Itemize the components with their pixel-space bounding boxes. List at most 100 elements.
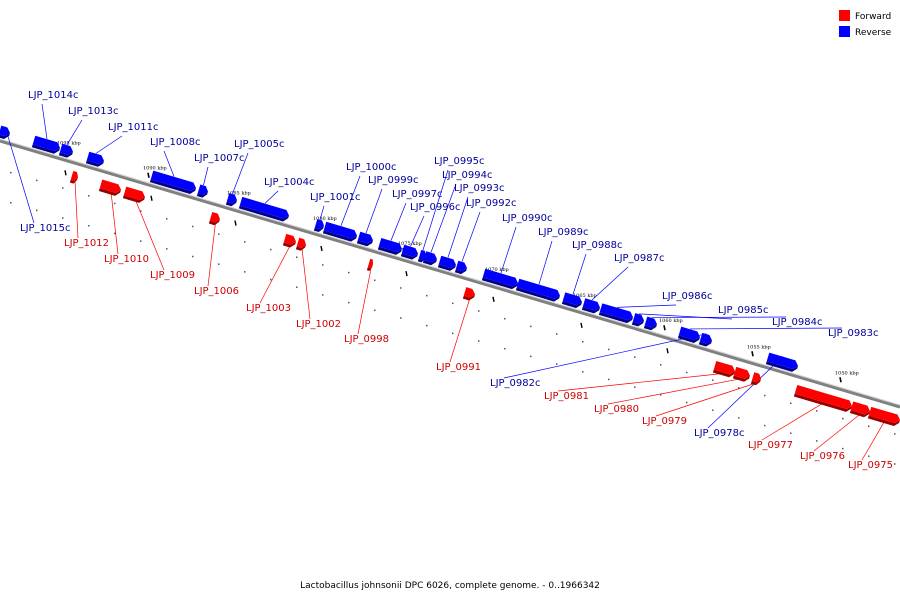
gene-arrow[interactable] <box>226 193 239 204</box>
gene-arrow[interactable] <box>423 251 439 263</box>
gene-arrow[interactable] <box>455 260 469 273</box>
gene-LJP_0995c[interactable] <box>417 249 428 263</box>
gene-label-LJP_0983c[interactable]: LJP_0983c <box>828 328 879 339</box>
gene-LJP_0977[interactable] <box>793 384 854 413</box>
gene-arrow[interactable] <box>482 268 520 288</box>
gene-label-LJP_1005c[interactable]: LJP_1005c <box>234 139 285 150</box>
gene-LJP_0993c[interactable] <box>437 255 458 272</box>
gene-label-LJP_0988c[interactable]: LJP_0988c <box>572 240 623 251</box>
gene-LJP_1002[interactable] <box>295 237 307 252</box>
gene-label-LJP_0979[interactable]: LJP_0979 <box>642 416 687 427</box>
gene-LJP_0988c[interactable] <box>561 292 584 309</box>
gene-LJP_0975[interactable] <box>867 406 900 427</box>
gene-label-LJP_0994c[interactable]: LJP_0994c <box>442 170 493 181</box>
gene-arrow[interactable] <box>766 352 800 370</box>
gene-label-LJP_1015c[interactable]: LJP_1015c <box>20 223 71 234</box>
gene-LJP_0989c[interactable] <box>515 278 561 303</box>
gene-label-LJP_0986c[interactable]: LJP_0986c <box>662 291 713 302</box>
gene-arrow[interactable] <box>59 143 75 156</box>
gene-arrow[interactable] <box>70 170 80 181</box>
gene-label-LJP_0984c[interactable]: LJP_0984c <box>772 317 823 328</box>
gene-label-LJP_1000c[interactable]: LJP_1000c <box>346 162 397 173</box>
gene-LJP_0978c[interactable] <box>765 352 800 373</box>
gene-LJP_1008c[interactable] <box>149 170 198 196</box>
gene-arrow[interactable] <box>868 406 900 424</box>
gene-LJP_1009[interactable] <box>122 186 147 204</box>
gene-label-LJP_1001c[interactable]: LJP_1001c <box>310 192 361 203</box>
gene-arrow[interactable] <box>562 292 584 306</box>
gene-arrow[interactable] <box>599 303 635 321</box>
gene-label-LJP_0999c[interactable]: LJP_0999c <box>368 175 419 186</box>
gene-LJP_1000c[interactable] <box>322 221 359 243</box>
gene-label-LJP_0987c[interactable]: LJP_0987c <box>614 253 665 264</box>
gene-label-LJP_1007c[interactable]: LJP_1007c <box>194 153 245 164</box>
gene-LJP_0992c[interactable] <box>454 260 469 275</box>
gene-label-LJP_0997c[interactable]: LJP_0997c <box>392 189 443 200</box>
gene-arrow[interactable] <box>699 332 714 345</box>
gene-arrow[interactable] <box>99 179 123 195</box>
gene-LJP_0997c[interactable] <box>377 237 404 256</box>
gene-label-LJP_0978c[interactable]: LJP_0978c <box>694 428 745 439</box>
gene-LJP_1005c[interactable] <box>225 193 239 207</box>
gene-LJP_0999c[interactable] <box>356 231 375 248</box>
gene-LJP_0986c[interactable] <box>598 303 635 324</box>
gene-LJP_0998[interactable] <box>366 258 375 272</box>
gene-arrow[interactable] <box>794 384 854 410</box>
gene-LJP_0980[interactable] <box>732 366 752 383</box>
gene-arrow[interactable] <box>323 221 359 240</box>
gene-arrow[interactable] <box>678 326 702 342</box>
gene-arrow[interactable] <box>378 237 404 253</box>
gene-LJP_0987c[interactable] <box>581 298 602 314</box>
gene-arrow[interactable] <box>314 219 326 230</box>
gene-LJP_0979[interactable] <box>750 372 762 386</box>
gene-LJP_0984c[interactable] <box>643 316 659 332</box>
gene-arrow[interactable] <box>209 212 222 223</box>
gene-label-LJP_1013c[interactable]: LJP_1013c <box>68 106 119 117</box>
gene-LJP_1001c[interactable] <box>313 219 326 233</box>
gene-label-LJP_0980[interactable]: LJP_0980 <box>594 404 639 415</box>
gene-arrow[interactable] <box>733 366 752 380</box>
gene-label-LJP_0992c[interactable]: LJP_0992c <box>466 198 517 209</box>
gene-label-LJP_0982c[interactable]: LJP_0982c <box>490 378 541 389</box>
gene-arrow[interactable] <box>86 151 106 165</box>
gene-arrow[interactable] <box>713 361 737 376</box>
gene-arrow[interactable] <box>850 401 872 415</box>
gene-label-LJP_1010[interactable]: LJP_1010 <box>104 254 149 265</box>
gene-arrow[interactable] <box>418 249 428 260</box>
gene-label-LJP_0993c[interactable]: LJP_0993c <box>454 183 505 194</box>
gene-LJP_1012[interactable] <box>69 170 80 184</box>
gene-arrow[interactable] <box>438 255 458 269</box>
gene-label-LJP_1004c[interactable]: LJP_1004c <box>264 177 315 188</box>
gene-LJP_1015c[interactable] <box>0 125 11 140</box>
gene-arrow[interactable] <box>283 233 298 246</box>
gene-label-LJP_0985c[interactable]: LJP_0985c <box>718 305 769 316</box>
gene-arrow[interactable] <box>123 186 147 202</box>
gene-arrow[interactable] <box>32 135 62 152</box>
gene-arrow[interactable] <box>367 258 375 269</box>
gene-arrow[interactable] <box>644 316 659 329</box>
gene-LJP_0996c[interactable] <box>400 244 419 261</box>
gene-label-LJP_0981[interactable]: LJP_0981 <box>544 391 589 402</box>
gene-arrow[interactable] <box>150 170 198 193</box>
gene-label-LJP_1006[interactable]: LJP_1006 <box>194 286 239 297</box>
gene-arrow[interactable] <box>239 196 291 220</box>
gene-label-LJP_0998[interactable]: LJP_0998 <box>344 334 389 345</box>
gene-LJP_0981[interactable] <box>712 361 737 378</box>
gene-LJP_1004c[interactable] <box>238 196 291 223</box>
gene-label-LJP_1011c[interactable]: LJP_1011c <box>108 122 159 133</box>
gene-LJP_1014c[interactable] <box>31 135 62 155</box>
gene-label-LJP_1014c[interactable]: LJP_1014c <box>28 90 79 101</box>
gene-label-LJP_0995c[interactable]: LJP_0995c <box>434 156 485 167</box>
gene-label-LJP_1009[interactable]: LJP_1009 <box>150 270 195 281</box>
gene-arrow[interactable] <box>357 231 375 245</box>
gene-label-LJP_0990c[interactable]: LJP_0990c <box>502 213 553 224</box>
gene-LJP_1007c[interactable] <box>196 184 210 199</box>
gene-LJP_1006[interactable] <box>208 212 222 226</box>
gene-label-LJP_0989c[interactable]: LJP_0989c <box>538 227 589 238</box>
gene-LJP_0991[interactable] <box>462 287 476 301</box>
gene-arrow[interactable] <box>582 298 602 311</box>
gene-arrow[interactable] <box>197 184 210 196</box>
gene-label-LJP_0975[interactable]: LJP_0975 <box>848 460 893 471</box>
gene-label-LJP_1008c[interactable]: LJP_1008c <box>150 137 201 148</box>
gene-LJP_1013c[interactable] <box>58 143 75 159</box>
